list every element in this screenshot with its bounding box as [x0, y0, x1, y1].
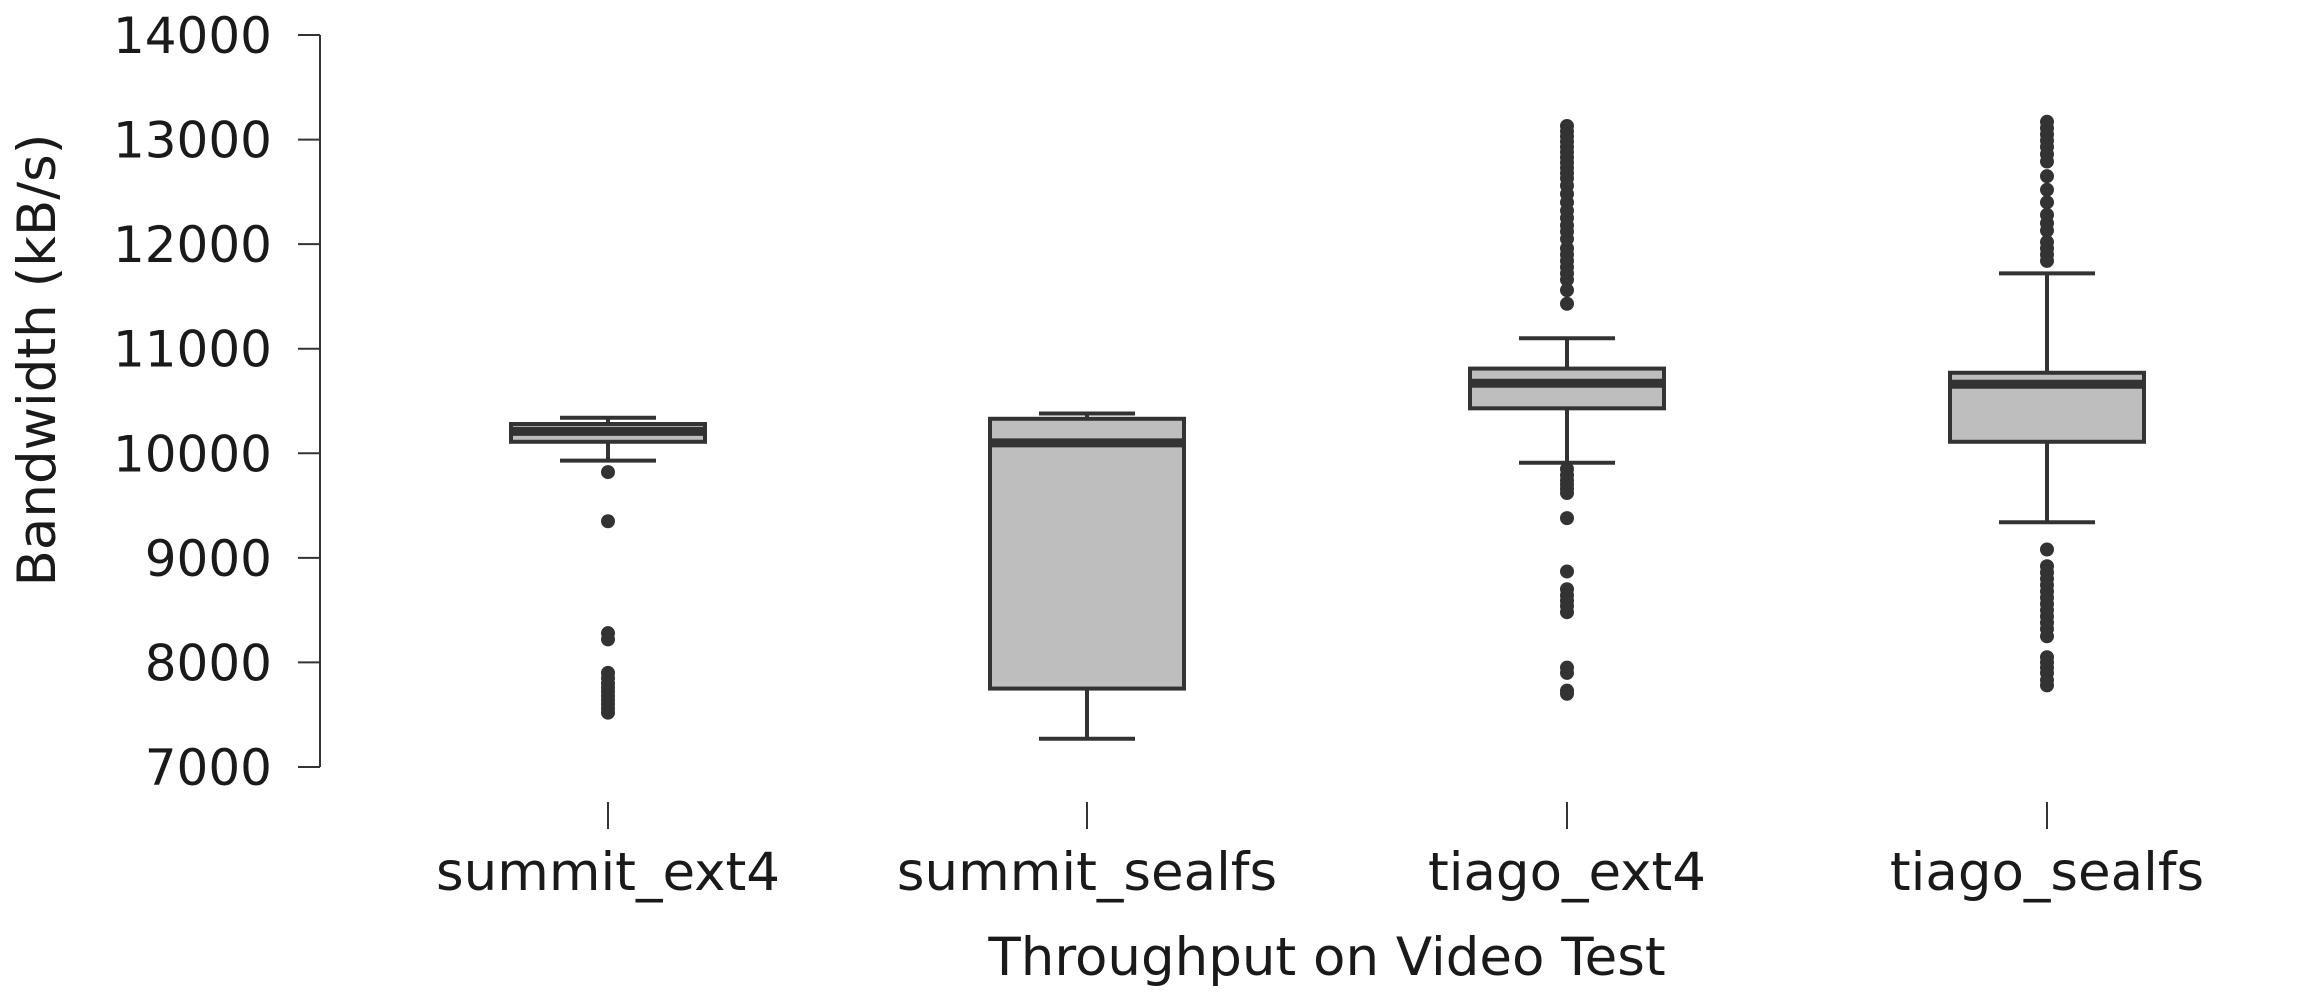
x-axis: summit_ext4 summit_sealfs tiago_ext4 tiago_… [436, 802, 2204, 903]
box-summit_sealfs [988, 411, 1186, 741]
outlier-point [1560, 686, 1574, 701]
outlier-point [2040, 253, 2054, 268]
box-summit_ext4 [509, 415, 707, 720]
y-tick-label: 14000 [113, 7, 272, 65]
y-axis: 7000 8000 9000 10000 11000 12000 13000 14000 [113, 7, 321, 797]
outlier-point [2040, 223, 2054, 238]
outlier-point [1560, 511, 1574, 526]
box-tiago_sealfs [1948, 114, 2146, 693]
x-axis-label: Throughput on Video Test [987, 927, 1665, 988]
y-tick-label: 9000 [145, 530, 272, 588]
outlier-point [2040, 169, 2054, 184]
y-tick-label: 13000 [113, 112, 272, 170]
box-tiago_ext4 [1468, 118, 1666, 701]
outlier-point [2040, 678, 2054, 693]
y-tick-label: 7000 [145, 739, 272, 797]
outlier-point [601, 632, 615, 647]
outlier-point [601, 465, 615, 480]
outlier-point [2040, 154, 2054, 169]
outlier-point [601, 705, 615, 720]
outlier-point [1560, 564, 1574, 579]
x-tick-label: tiago_sealfs [1890, 842, 2204, 903]
outlier-point [2040, 182, 2054, 197]
box-series [509, 114, 2146, 741]
y-axis-label: Bandwidth (kB/s) [7, 134, 68, 587]
outlier-point [2040, 542, 2054, 557]
outlier-point [601, 514, 615, 529]
y-tick-label: 10000 [113, 425, 272, 483]
outlier-point [1560, 272, 1574, 287]
outlier-point [2040, 195, 2054, 210]
x-tick-label: summit_sealfs [897, 842, 1277, 903]
x-tick-label: summit_ext4 [436, 842, 780, 903]
outlier-point [1560, 283, 1574, 298]
y-tick-label: 11000 [113, 321, 272, 379]
y-tick-label: 8000 [145, 634, 272, 692]
box-iqr [988, 416, 1186, 691]
outlier-point [1560, 296, 1574, 311]
x-tick-label: tiago_ext4 [1428, 842, 1706, 903]
outlier-point [1560, 486, 1574, 501]
y-tick-label: 12000 [113, 216, 272, 274]
outlier-point [2040, 629, 2054, 644]
box-iqr [1468, 366, 1666, 411]
outlier-point [1560, 665, 1574, 680]
outlier-point [1560, 605, 1574, 620]
